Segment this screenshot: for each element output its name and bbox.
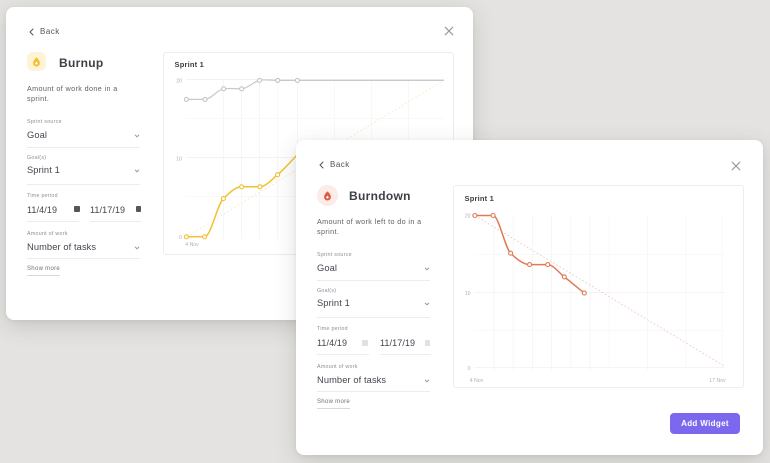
svg-text:Sprint 1: Sprint 1 — [465, 194, 495, 203]
svg-text:10: 10 — [465, 291, 471, 297]
svg-text:4 Nov: 4 Nov — [470, 378, 484, 384]
svg-text:0: 0 — [468, 366, 471, 372]
svg-text:17 Nov: 17 Nov — [709, 378, 726, 384]
svg-text:10: 10 — [176, 156, 182, 162]
svg-text:20: 20 — [176, 78, 182, 84]
svg-text:4 Nov: 4 Nov — [185, 242, 199, 248]
svg-text:Sprint 1: Sprint 1 — [175, 60, 205, 69]
svg-text:0: 0 — [179, 235, 182, 241]
svg-text:20: 20 — [465, 214, 471, 220]
